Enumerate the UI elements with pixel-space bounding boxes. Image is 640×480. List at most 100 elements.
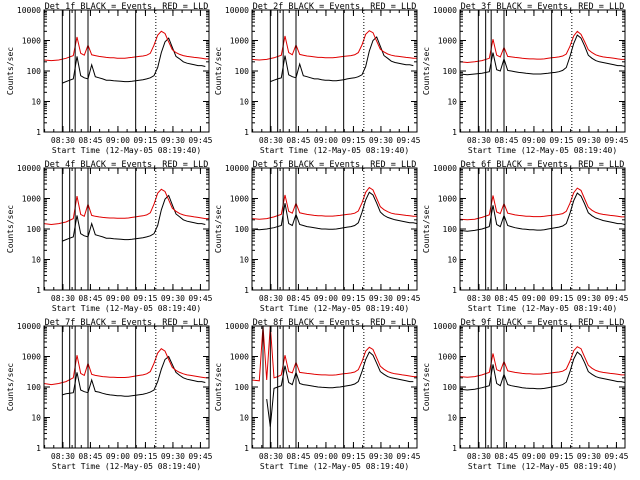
x-tick-label: 08:30 xyxy=(467,136,491,145)
chart-title: Det 7f BLACK = Events, RED = LLD xyxy=(45,318,209,328)
y-tick-label: 10000 xyxy=(17,164,41,173)
x-tick-label: 08:45 xyxy=(78,294,102,303)
y-tick-label: 100 xyxy=(443,225,458,234)
x-tick-label: 09:00 xyxy=(106,452,130,461)
y-tick-label: 100 xyxy=(235,225,250,234)
y-tick-label: 1000 xyxy=(22,37,41,46)
plot-frame xyxy=(43,9,210,133)
series-line-events xyxy=(459,351,626,391)
y-tick-label: 100 xyxy=(443,67,458,76)
y-tick-label: 10000 xyxy=(225,322,249,331)
x-tick-label: 08:30 xyxy=(51,452,75,461)
y-tick-label: 1000 xyxy=(438,195,457,204)
x-tick-label: 09:00 xyxy=(314,452,338,461)
x-tick-label: 08:45 xyxy=(494,136,518,145)
x-tick-label: 09:15 xyxy=(341,136,365,145)
x-axis-label: Start Time (12-May-05 08:19:40) xyxy=(260,462,409,471)
chart-title: Det 3f BLACK = Events, RED = LLD xyxy=(461,2,625,12)
x-tick-label: 09:15 xyxy=(341,294,365,303)
y-tick-label: 1 xyxy=(244,128,249,137)
y-axis-label: Counts/sec xyxy=(214,47,223,95)
x-tick-label: 09:45 xyxy=(604,452,628,461)
y-tick-label: 1 xyxy=(244,286,249,295)
series-line-lld xyxy=(459,187,625,221)
x-tick-label: 09:00 xyxy=(106,294,130,303)
chart-panel-2: Det 2f BLACK = Events, RED = LLD 1 10 100 10… xyxy=(214,2,421,155)
y-tick-label: 10 xyxy=(31,98,41,107)
series-line-lld xyxy=(459,346,625,378)
x-tick-label: 09:30 xyxy=(577,452,601,461)
chart-title: Det 2f BLACK = Events, RED = LLD xyxy=(253,2,417,12)
chart-panel-5: Det 5f BLACK = Events, RED = LLD 1 10 100 10… xyxy=(214,160,421,313)
x-tick-label: 09:00 xyxy=(106,136,130,145)
x-tick-label: 09:15 xyxy=(549,452,573,461)
x-tick-label: 09:00 xyxy=(314,294,338,303)
chart-title: Det 6f BLACK = Events, RED = LLD xyxy=(461,160,625,170)
x-tick-label: 08:45 xyxy=(494,294,518,303)
y-axis-label: Counts/sec xyxy=(214,363,223,411)
y-tick-label: 100 xyxy=(27,67,42,76)
x-tick-label: 09:30 xyxy=(369,294,393,303)
y-tick-label: 1000 xyxy=(22,195,41,204)
x-tick-label: 09:15 xyxy=(549,136,573,145)
y-tick-label: 100 xyxy=(235,383,250,392)
plot-frame xyxy=(459,9,626,133)
y-tick-label: 10000 xyxy=(433,164,457,173)
series-line-events xyxy=(459,34,626,76)
y-axis-label: Counts/sec xyxy=(6,205,15,253)
y-tick-label: 10 xyxy=(31,256,41,265)
plot-frame xyxy=(43,325,210,449)
x-tick-label: 09:00 xyxy=(522,136,546,145)
plot-frame xyxy=(43,167,210,291)
x-tick-label: 09:45 xyxy=(396,294,420,303)
chart-panel-4: Det 4f BLACK = Events, RED = LLD 1 10 100 10… xyxy=(6,160,213,313)
y-axis-label: Counts/sec xyxy=(214,205,223,253)
chart-panel-1: Det 1f BLACK = Events, RED = LLD 1 10 100 10… xyxy=(6,2,213,155)
x-tick-label: 09:30 xyxy=(161,452,185,461)
y-tick-label: 10 xyxy=(239,98,249,107)
y-axis-label: Counts/sec xyxy=(6,363,15,411)
y-axis-label: Counts/sec xyxy=(422,205,431,253)
y-tick-label: 1000 xyxy=(22,353,41,362)
y-tick-label: 1 xyxy=(36,128,41,137)
x-axis-label: Start Time (12-May-05 08:19:40) xyxy=(52,462,201,471)
y-tick-label: 10 xyxy=(239,414,249,423)
y-tick-label: 10 xyxy=(447,256,457,265)
y-axis-label: Counts/sec xyxy=(422,47,431,95)
x-tick-label: 08:45 xyxy=(286,452,310,461)
plot-frame xyxy=(251,9,418,133)
y-tick-label: 1000 xyxy=(230,195,249,204)
x-tick-label: 08:45 xyxy=(286,136,310,145)
x-axis-label: Start Time (12-May-05 08:19:40) xyxy=(468,304,617,313)
chart-panel-9: Det 9f BLACK = Events, RED = LLD 1 10 100 10… xyxy=(422,318,629,471)
series-line-lld xyxy=(251,186,417,220)
x-tick-label: 09:30 xyxy=(369,452,393,461)
chart-title: Det 5f BLACK = Events, RED = LLD xyxy=(253,160,417,170)
plot-frame xyxy=(459,167,626,291)
series-line-events xyxy=(459,192,626,232)
x-tick-label: 09:15 xyxy=(341,452,365,461)
series-line-lld xyxy=(459,30,625,64)
y-tick-label: 100 xyxy=(27,383,42,392)
x-axis-label: Start Time (12-May-05 08:19:40) xyxy=(52,146,201,155)
x-axis-label: Start Time (12-May-05 08:19:40) xyxy=(52,304,201,313)
chart-panel-6: Det 6f BLACK = Events, RED = LLD 1 10 100 10… xyxy=(422,160,629,313)
series-line-events xyxy=(62,194,206,242)
y-tick-label: 10 xyxy=(239,256,249,265)
y-tick-label: 1 xyxy=(452,444,457,453)
y-axis-label: Counts/sec xyxy=(6,47,15,95)
y-tick-label: 1 xyxy=(452,286,457,295)
x-tick-label: 09:45 xyxy=(604,294,628,303)
y-tick-label: 10000 xyxy=(433,6,457,15)
x-tick-label: 09:45 xyxy=(188,294,212,303)
x-tick-label: 08:30 xyxy=(259,452,283,461)
series-line-events xyxy=(251,191,418,231)
x-tick-label: 08:45 xyxy=(286,294,310,303)
series-line-events xyxy=(270,36,414,83)
y-tick-label: 1000 xyxy=(438,37,457,46)
y-tick-label: 10000 xyxy=(17,6,41,15)
y-tick-label: 100 xyxy=(443,383,458,392)
y-tick-label: 10000 xyxy=(433,322,457,331)
chart-title: Det 8f BLACK = Events, RED = LLD xyxy=(253,318,417,328)
